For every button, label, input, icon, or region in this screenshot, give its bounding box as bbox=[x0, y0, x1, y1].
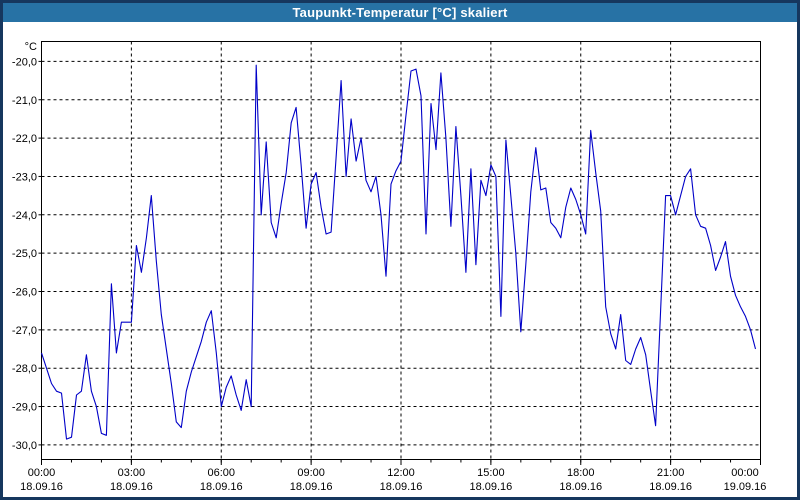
y-tick-label: -28,0 bbox=[12, 363, 37, 375]
x-tick-date-label: 18.09.16 bbox=[559, 481, 602, 493]
x-tick-date-label: 18.09.16 bbox=[20, 481, 63, 493]
chart-background bbox=[3, 22, 797, 497]
y-tick-label: -29,0 bbox=[12, 402, 37, 414]
chart-title-bar: Taupunkt-Temperatur [°C] skaliert bbox=[3, 3, 797, 22]
y-tick-label: -26,0 bbox=[12, 287, 37, 299]
x-tick-date-label: 18.09.16 bbox=[649, 481, 692, 493]
y-tick-label: -20,0 bbox=[12, 56, 37, 68]
x-tick-time-label: 15:00 bbox=[477, 467, 505, 479]
y-tick-label: -30,0 bbox=[12, 440, 37, 452]
y-axis-unit-label: °C bbox=[25, 41, 37, 53]
series-line bbox=[40, 64, 757, 440]
y-tick-label: -24,0 bbox=[12, 210, 37, 222]
x-tick-date-label: 18.09.16 bbox=[469, 481, 512, 493]
y-tick-label: -23,0 bbox=[12, 171, 37, 183]
x-tick-date-label: 18.09.16 bbox=[380, 481, 423, 493]
x-tick-date-label: 18.09.16 bbox=[110, 481, 153, 493]
y-tick-label: -21,0 bbox=[12, 95, 37, 107]
x-tick-time-label: 03:00 bbox=[118, 467, 146, 479]
x-tick-time-label: 12:00 bbox=[387, 467, 415, 479]
y-tick-label: -25,0 bbox=[12, 248, 37, 260]
x-tick-date-label: 18.09.16 bbox=[290, 481, 333, 493]
x-tick-date-label: 18.09.16 bbox=[200, 481, 243, 493]
x-tick-time-label: 00:00 bbox=[731, 467, 759, 479]
x-tick-time-label: 21:00 bbox=[657, 467, 685, 479]
y-tick-label: -27,0 bbox=[12, 325, 37, 337]
x-tick-time-label: 18:00 bbox=[567, 467, 595, 479]
x-tick-time-label: 09:00 bbox=[297, 467, 325, 479]
x-tick-time-label: 06:00 bbox=[207, 467, 235, 479]
y-tick-label: -22,0 bbox=[12, 133, 37, 145]
plot-border bbox=[41, 41, 761, 460]
x-tick-date-label: 19.09.16 bbox=[724, 481, 767, 493]
chart-canvas: -20,0 -21,0 -22,0 -23,0 -24,0 -25,0 -26,0 -27,0… bbox=[3, 22, 797, 497]
x-tick-time-label: 00:00 bbox=[28, 467, 56, 479]
